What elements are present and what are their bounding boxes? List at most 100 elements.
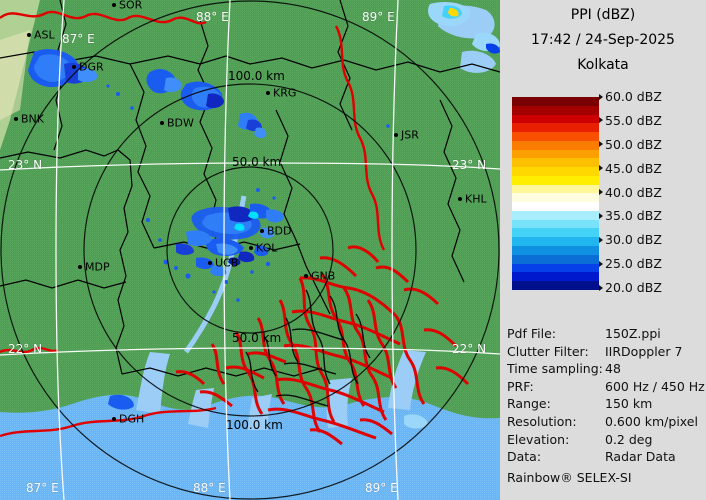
tick-label: 20.0 dBZ — [605, 280, 662, 296]
colorbar-tick: 50.0 dBZ — [599, 136, 662, 152]
metadata-key: Resolution: — [507, 413, 577, 429]
metadata-key: Range: — [507, 396, 551, 412]
tick-label: 60.0 dBZ — [605, 89, 662, 104]
metadata-value: 48 — [605, 361, 621, 377]
colorbar-segment — [512, 272, 599, 282]
city-marker: ASL — [27, 28, 55, 42]
grid-label: 23° N — [8, 158, 43, 172]
city-dot — [260, 228, 264, 233]
land-highland-2 — [0, 30, 30, 120]
tick-arrow-icon — [599, 236, 603, 243]
metadata-key: Elevation: — [507, 431, 570, 447]
metadata-key: Pdf File: — [507, 326, 556, 341]
city-dot — [394, 132, 398, 137]
map-layers — [0, 0, 500, 500]
grid-label: 22° N — [452, 342, 487, 356]
radar-site-name: Kolkata — [577, 57, 629, 73]
tick-arrow-icon — [599, 212, 603, 219]
tick-arrow-icon — [599, 284, 603, 291]
colorbar-segment — [512, 281, 599, 290]
tick-arrow-icon — [599, 189, 603, 196]
colorbar-tick: 35.0 dBZ — [599, 207, 662, 223]
colorbar-segment — [512, 132, 599, 141]
tick-arrow-icon — [599, 117, 603, 124]
range-rings — [0, 0, 500, 500]
city-dot — [112, 416, 116, 421]
grid-label: 23° N — [452, 158, 487, 172]
city-label: DGR — [79, 60, 104, 74]
metadata-row: Pdf File: 150Z.ppi — [507, 325, 706, 343]
city-marker: DGR — [72, 60, 104, 74]
radar-map-panel[interactable]: 87° E 88° E 89° E 87° E 88° E 89° E 23° … — [0, 0, 500, 500]
tick-label: 55.0 dBZ — [605, 112, 662, 128]
metadata-value: 150 km — [605, 396, 653, 412]
city-marker: KHL — [458, 192, 487, 206]
city-dot — [14, 116, 18, 121]
metadata-value: IIRDoppler 7 — [605, 343, 683, 359]
city-dot — [27, 32, 31, 37]
city-marker: DGH — [112, 412, 144, 426]
colorbar-segment — [512, 246, 599, 255]
colorbar-segment — [512, 263, 599, 273]
product-timestamp: 17:42 / 24-Sep-2025 — [531, 32, 675, 48]
metadata-key: PRF: — [507, 378, 534, 394]
city-marker: GNB — [304, 269, 335, 283]
tick-label: 40.0 dBZ — [605, 184, 662, 200]
metadata-value: Radar Data — [605, 449, 676, 465]
metadata-key: Time sampling: — [507, 361, 603, 377]
city-label: BDD — [267, 224, 292, 238]
city-marker: JSR — [394, 128, 419, 142]
tick-arrow-icon — [599, 141, 603, 148]
colorbar-segment — [512, 158, 599, 168]
colorbar-tick: 45.0 dBZ — [599, 160, 662, 176]
colorbar-segment — [512, 114, 599, 124]
tick-arrow-icon — [599, 165, 603, 172]
colorbar-tick: 40.0 dBZ — [599, 184, 662, 200]
vendor-brand: Rainbow® SELEX-SI — [507, 469, 632, 485]
city-dot — [304, 273, 308, 278]
colorbar-segment — [512, 97, 599, 106]
colorbar-segment — [512, 123, 599, 133]
echo-northeast — [108, 2, 500, 429]
metadata-row: Elevation: 0.2 deg — [507, 431, 706, 449]
grid-label: 22° N — [8, 342, 43, 356]
map-graphics — [0, 0, 500, 500]
range-ring-label: 50.0 km — [232, 155, 282, 169]
colorbar-tick: 55.0 dBZ — [599, 112, 662, 128]
colorbar-segment — [512, 105, 599, 115]
tick-label: 30.0 dBZ — [605, 232, 662, 248]
colorbar-segment — [512, 193, 599, 203]
metadata-row: Range: 150 km — [507, 395, 706, 413]
colorbar-segment — [512, 175, 599, 185]
colorbar-segment — [512, 210, 599, 220]
colorbar-segment — [512, 254, 599, 264]
echo-red-delta — [175, 245, 470, 446]
city-dot — [78, 264, 82, 269]
city-dot — [208, 260, 212, 265]
colorbar-segment — [512, 149, 599, 159]
city-label: DGH — [119, 412, 145, 426]
grid-label: 88° E — [193, 481, 226, 495]
city-dot — [266, 90, 270, 95]
colorbar-segment — [512, 184, 599, 194]
metadata-key: Clutter Filter: — [507, 343, 589, 359]
city-dot — [112, 2, 116, 7]
city-marker: MDP — [78, 260, 110, 274]
city-marker: UCB — [208, 256, 238, 270]
echo-blue-center — [176, 203, 284, 277]
tick-label: 45.0 dBZ — [605, 160, 662, 176]
city-dot — [72, 64, 76, 69]
colorbar-tick: 30.0 dBZ — [599, 231, 662, 247]
city-dot — [458, 196, 462, 201]
colorbar-tick: 25.0 dBZ — [599, 255, 662, 271]
colorbar-segment — [512, 237, 599, 247]
colorbar[interactable] — [512, 97, 599, 290]
metadata-value: 150Z.ppi — [605, 326, 661, 341]
range-ring-label: 50.0 km — [232, 331, 282, 345]
city-label: BDW — [167, 116, 194, 130]
colorbar-tick: 20.0 dBZ — [599, 279, 662, 295]
grid-label: 89° E — [362, 10, 395, 24]
echo-blue-northwest — [28, 49, 267, 139]
echo-blue-scattered — [106, 84, 390, 302]
